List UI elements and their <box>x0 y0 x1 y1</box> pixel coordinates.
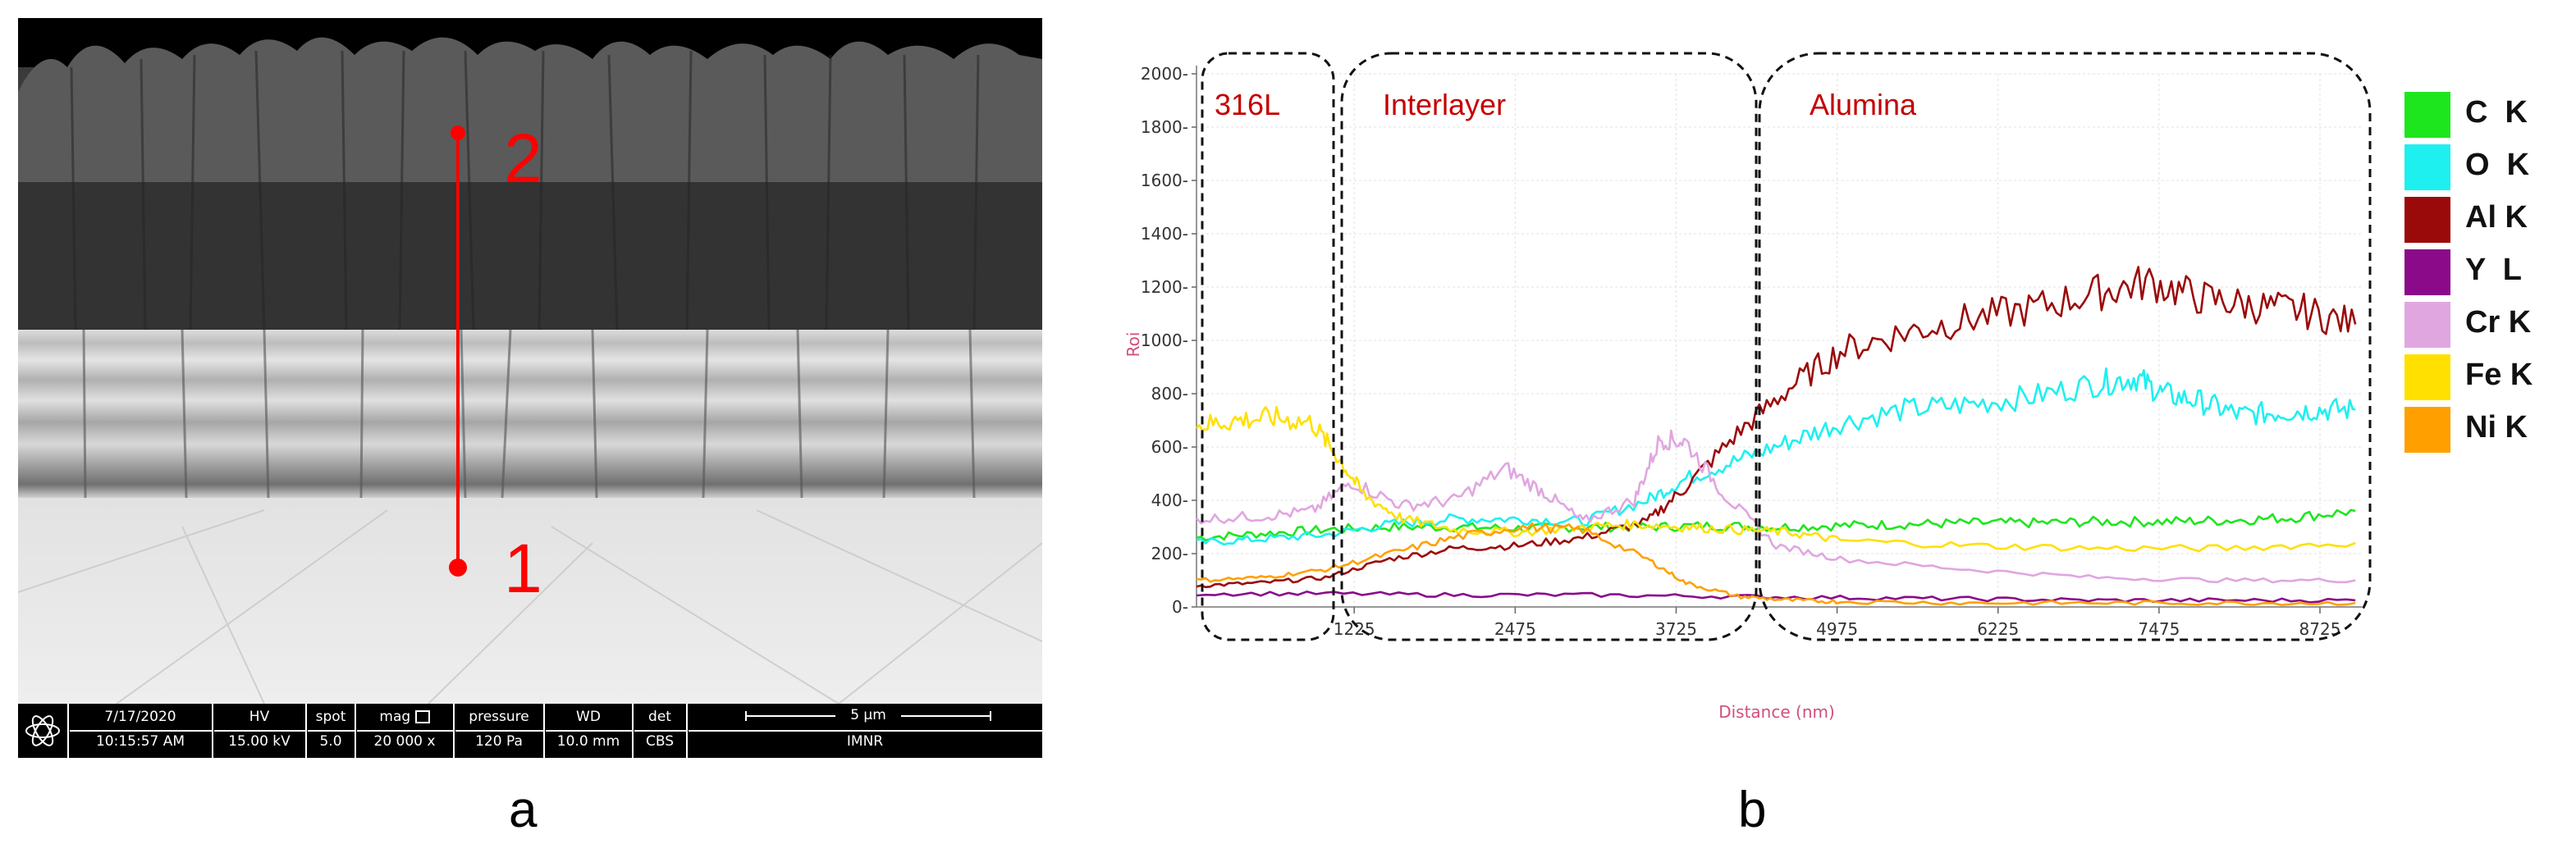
chart-axes: 0- 200- 400- 600- 800- 1000- 1200- 1400- 1600- 18… <box>1141 64 2362 639</box>
datetime-cell: 7/17/2020 10:15:57 AM <box>67 704 212 758</box>
spot-value: 5.0 <box>319 733 342 750</box>
legend-label-ni: Ni K <box>2465 410 2528 445</box>
legend-label-y: Y L <box>2465 253 2522 287</box>
legend-swatch-c <box>2404 92 2450 138</box>
legend-swatch-ni <box>2404 407 2450 453</box>
det-value: CBS <box>645 733 675 750</box>
mag-cell: mag 20 000 x <box>355 704 453 758</box>
pressure-value: 120 Pa <box>475 733 523 750</box>
hv-label: HV <box>249 709 270 725</box>
mag-label: mag <box>356 709 453 725</box>
legend-label-cr: Cr K <box>2465 305 2532 340</box>
wd-value: 10.0 mm <box>556 733 620 750</box>
scale-cell: 5 µm IMNR <box>686 704 1042 758</box>
x-tick-label: 7475 <box>2138 619 2180 639</box>
legend-label-fe: Fe K <box>2465 358 2533 392</box>
eds-line-scan-panel: 0- 200- 400- 600- 800- 1000- 1200- 1400- 1600- 18… <box>1100 33 2560 755</box>
y-tick-label: 800- <box>1151 384 1188 404</box>
y-tick-label: 0- <box>1172 597 1188 617</box>
lab-name: IMNR <box>846 733 884 750</box>
legend-item-ni: Ni K <box>2404 404 2560 456</box>
legend-item-cr: Cr K <box>2404 299 2560 351</box>
legend-swatch-o <box>2404 144 2450 190</box>
region-label-316l: 316L <box>1215 88 1280 121</box>
region-label-interlayer: Interlayer <box>1383 88 1506 121</box>
scan-date: 7/17/2020 <box>104 709 176 725</box>
y-axis-title: Roi <box>1123 332 1143 358</box>
y-tick-label: 1000- <box>1141 331 1188 350</box>
det-label: det <box>648 709 671 725</box>
legend-label-al: Al K <box>2465 200 2528 235</box>
fei-logo-cell <box>18 704 67 758</box>
series-line-fe-k <box>1195 405 2356 553</box>
scale-bar-label: 5 µm <box>835 707 901 723</box>
det-cell: det CBS <box>632 704 686 758</box>
x-tick-label: 2475 <box>1494 619 1536 639</box>
y-tick-label: 1400- <box>1141 224 1188 244</box>
y-tick-label: 1200- <box>1141 277 1188 297</box>
y-tick-label: 1600- <box>1141 171 1188 190</box>
eds-line-scan-chart: 0- 200- 400- 600- 800- 1000- 1200- 1400- 1600- 18… <box>1123 52 2372 722</box>
wd-label: WD <box>576 709 601 725</box>
legend-label-c: C K <box>2465 95 2528 130</box>
y-tick-label: 1800- <box>1141 117 1188 137</box>
legend-swatch-fe <box>2404 354 2450 400</box>
y-tick-label: 600- <box>1151 437 1188 457</box>
marker-2-label: 2 <box>504 120 542 197</box>
sem-databar: 7/17/2020 10:15:57 AM HV 15.00 kV spot 5… <box>18 704 1042 758</box>
atom-logo-icon <box>25 715 60 746</box>
frame-icon <box>414 710 430 723</box>
y-tick-label: 200- <box>1151 544 1188 563</box>
chart-series <box>1195 266 2357 606</box>
mag-value: 20 000 x <box>373 733 436 750</box>
region-box-316l <box>1201 52 1335 641</box>
panel-b-letter: b <box>1738 782 1767 838</box>
y-tick-label: 2000- <box>1141 64 1188 84</box>
series-line-ni-k <box>1196 522 2356 606</box>
chart-grid <box>1196 73 2362 608</box>
marker-2-dot <box>451 125 465 140</box>
sem-micrograph-panel: 1 2 7/17/2020 10:15:57 AM HV 15.00 kV sp… <box>18 18 1042 758</box>
legend-item-c: C K <box>2404 89 2560 141</box>
legend-item-y: Y L <box>2404 246 2560 299</box>
legend-item-fe: Fe K <box>2404 351 2560 404</box>
legend-swatch-al <box>2404 197 2450 243</box>
hv-value: 15.00 kV <box>228 733 291 750</box>
y-tick-label: 400- <box>1151 490 1188 510</box>
wd-cell: WD 10.0 mm <box>543 704 632 758</box>
region-label-alumina: Alumina <box>1810 88 1917 121</box>
x-tick-label: 6225 <box>1977 619 2019 639</box>
hv-cell: HV 15.00 kV <box>212 704 305 758</box>
x-tick-label: 4975 <box>1816 619 1858 639</box>
spot-cell: spot 5.0 <box>305 704 355 758</box>
legend-swatch-y <box>2404 249 2450 295</box>
series-line-y-l <box>1196 590 2356 604</box>
scan-time: 10:15:57 AM <box>95 733 185 750</box>
series-line-o-k <box>1196 367 2356 546</box>
region-box-alumina <box>1758 52 2372 641</box>
series-line-cr-k <box>1196 429 2356 584</box>
legend-item-al: Al K <box>2404 194 2560 246</box>
panel-a-letter: a <box>509 782 538 838</box>
chart-legend: C K O K Al K Y L Cr K Fe K Ni K <box>2404 89 2560 456</box>
marker-1-label: 1 <box>504 530 542 607</box>
series-line-al-k <box>1196 266 2357 589</box>
legend-swatch-cr <box>2404 302 2450 348</box>
x-axis-title: Distance (nm) <box>1718 702 1835 722</box>
legend-label-o: O K <box>2465 148 2530 182</box>
spot-label: spot <box>315 709 346 725</box>
series-line-c-k <box>1196 509 2356 542</box>
x-tick-label: 3725 <box>1655 619 1697 639</box>
legend-item-o: O K <box>2404 141 2560 194</box>
sem-cross-section-image: 1 2 <box>18 18 1042 704</box>
pressure-label: pressure <box>469 709 529 725</box>
pressure-cell: pressure 120 Pa <box>453 704 543 758</box>
marker-1-dot <box>449 559 467 577</box>
region-box-interlayer <box>1340 52 1758 641</box>
